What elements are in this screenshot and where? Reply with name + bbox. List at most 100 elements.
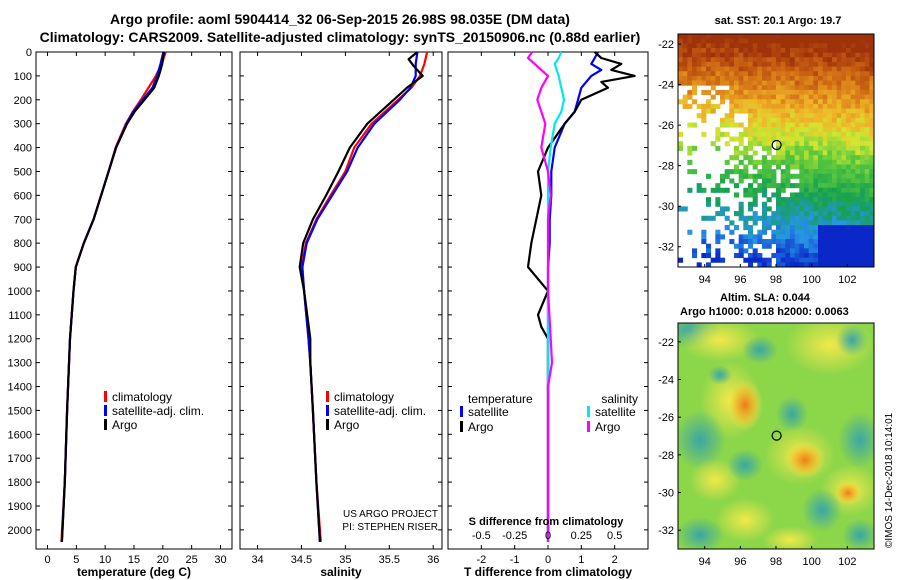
sst-cell	[813, 164, 819, 170]
sst-cell	[799, 229, 805, 235]
sst-cell	[748, 113, 754, 119]
sst-cell	[804, 122, 810, 128]
sst-cell	[780, 248, 786, 254]
sst-cell	[762, 145, 768, 151]
sst-cell	[869, 248, 874, 254]
sst-cell	[762, 243, 768, 249]
sst-cell	[850, 131, 856, 137]
credit-line-2: PI: STEPHEN RISER	[342, 522, 438, 533]
sst-cell	[762, 215, 768, 221]
sst-cell	[836, 47, 842, 54]
x-axis-label: salinity	[320, 565, 362, 579]
sst-cell	[720, 211, 726, 217]
sst-cell	[832, 192, 838, 198]
sst-cell	[790, 136, 796, 142]
sst-cell	[780, 52, 786, 58]
sst-cell	[869, 103, 874, 109]
sst-cell	[752, 47, 758, 54]
sst-cell	[850, 211, 856, 217]
sst-cell	[864, 103, 870, 109]
sst-cell	[855, 103, 861, 109]
sst-cell	[738, 253, 744, 259]
sst-cell	[841, 57, 847, 63]
sst-cell	[766, 141, 772, 147]
sst-cell	[785, 211, 791, 217]
sst-cell	[818, 85, 824, 91]
sst-cell	[860, 117, 866, 123]
sst-cell	[813, 239, 819, 245]
sst-cell	[813, 248, 819, 254]
sst-cell	[771, 57, 777, 63]
sst-cell	[808, 47, 814, 54]
sst-cell	[827, 183, 833, 189]
sst-cell	[794, 66, 800, 72]
sst-cell	[808, 66, 814, 72]
sst-cell	[841, 253, 847, 259]
sst-cell	[813, 187, 819, 193]
sst-cell	[832, 38, 838, 44]
sst-cell	[836, 183, 842, 189]
sst-cell	[766, 169, 772, 175]
map-x-tick-label: 100	[802, 556, 820, 568]
sst-cell	[869, 173, 874, 179]
sst-cell	[832, 215, 838, 221]
sst-cell	[752, 52, 758, 58]
sst-cell	[752, 201, 758, 207]
sst-cell	[841, 178, 847, 184]
x-tick-label: 10	[99, 554, 111, 566]
sst-cell	[813, 43, 819, 49]
sst-cell	[804, 164, 810, 170]
sst-cell	[771, 52, 777, 58]
sst-cell	[846, 187, 852, 193]
sst-cell	[804, 197, 810, 203]
sst-cell	[720, 234, 726, 240]
sst-cell	[813, 71, 819, 77]
sst-cell	[841, 66, 847, 72]
sst-cell	[757, 43, 763, 49]
sst-cell	[790, 164, 796, 170]
sst-cell	[804, 159, 810, 165]
sst-cell	[720, 187, 726, 193]
sst-cell	[706, 57, 712, 63]
sst-cell	[734, 183, 740, 189]
sst-cell	[846, 75, 852, 81]
sst-cell	[780, 113, 786, 119]
sst-cell	[850, 85, 856, 91]
sst-cell	[738, 94, 744, 100]
sst-cell	[738, 159, 744, 165]
sst-cell	[757, 99, 763, 105]
sst-cell	[813, 220, 819, 226]
sst-cell	[734, 103, 740, 109]
sst-cell	[790, 99, 796, 105]
sst-cell	[794, 173, 800, 179]
x-tick-label: 0	[44, 554, 50, 566]
sst-cell	[766, 257, 772, 263]
sst-cell	[738, 99, 744, 105]
sst-cell	[864, 239, 870, 245]
sst-cell	[869, 197, 874, 203]
sst-cell	[780, 243, 786, 249]
sst-cell	[850, 113, 856, 119]
sst-cell	[804, 201, 810, 207]
sst-cell	[860, 94, 866, 100]
sst-cell	[762, 61, 768, 68]
sla-anomaly	[776, 396, 808, 432]
sst-cell	[860, 145, 866, 151]
sst-cell	[841, 43, 847, 49]
sst-cell	[864, 113, 870, 119]
sst-cell	[771, 117, 777, 123]
sst-cell	[836, 169, 842, 175]
sst-cell	[850, 178, 856, 184]
sst-cell	[692, 71, 698, 77]
sst-cell	[864, 178, 870, 184]
sst-cell	[813, 169, 819, 175]
sst-cell	[790, 239, 796, 245]
sst-cell	[720, 71, 726, 77]
sst-cell	[869, 131, 874, 137]
sst-cell	[785, 173, 791, 179]
sst-cell	[734, 47, 740, 54]
sst-cell	[734, 52, 740, 58]
sst-cell	[822, 215, 828, 221]
sst-cell	[846, 108, 852, 114]
sst-cell	[734, 38, 740, 44]
